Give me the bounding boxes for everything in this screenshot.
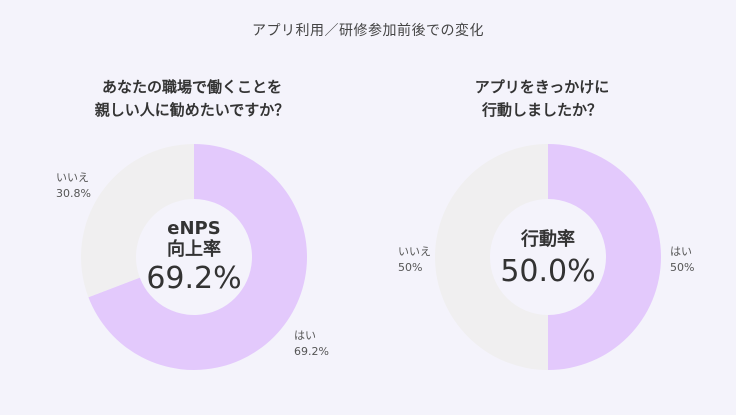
slice-label-no: いいえ 50%	[398, 244, 431, 276]
slice-label-no-name: いいえ	[398, 245, 431, 258]
chart-question-enps: あなたの職場で働くことを 親しい人に勧めたいですか？	[42, 76, 342, 122]
page-title: アプリ利用／研修参加前後での変化	[252, 23, 484, 39]
donut-chart-enps	[80, 144, 307, 370]
slice-label-yes-value: 50%	[670, 261, 695, 274]
center-label-line-2: 向上率	[167, 239, 221, 260]
slice-label-yes-name: はい	[294, 329, 316, 342]
question-line-2: 親しい人に勧めたいですか？	[94, 101, 290, 119]
center-value: 50.0%	[500, 254, 596, 289]
center-label-line-1: 行動率	[521, 229, 575, 250]
slice-label-no: いいえ 30.8%	[56, 170, 91, 202]
question-line-1: アプリをきっかけに	[474, 78, 610, 96]
center-value: 69.2%	[146, 261, 242, 296]
slice-label-yes-value: 69.2%	[294, 345, 329, 358]
chart-question-action: アプリをきっかけに 行動しましたか？	[392, 76, 692, 122]
donut-center-action: 行動率 50.0%	[488, 228, 608, 292]
donut-slice-no	[80, 144, 194, 298]
slice-label-yes-name: はい	[670, 245, 692, 258]
slice-label-yes: はい 50%	[670, 244, 694, 276]
slice-label-yes: はい 69.2%	[294, 328, 329, 360]
donut-chart-action	[435, 144, 661, 370]
donut-slice-no	[435, 144, 548, 370]
slice-label-no-value: 50%	[398, 261, 423, 274]
donut-center-enps: eNPS 向上率 69.2%	[134, 218, 254, 298]
question-line-2: 行動しましたか？	[481, 101, 602, 119]
question-line-1: あなたの職場で働くことを	[101, 78, 282, 96]
donut-slice-yes	[548, 144, 661, 370]
donut-slice-yes	[88, 144, 307, 370]
center-label-line-1: eNPS	[167, 218, 221, 239]
slice-label-no-name: いいえ	[56, 171, 89, 184]
slice-label-no-value: 30.8%	[56, 187, 91, 200]
